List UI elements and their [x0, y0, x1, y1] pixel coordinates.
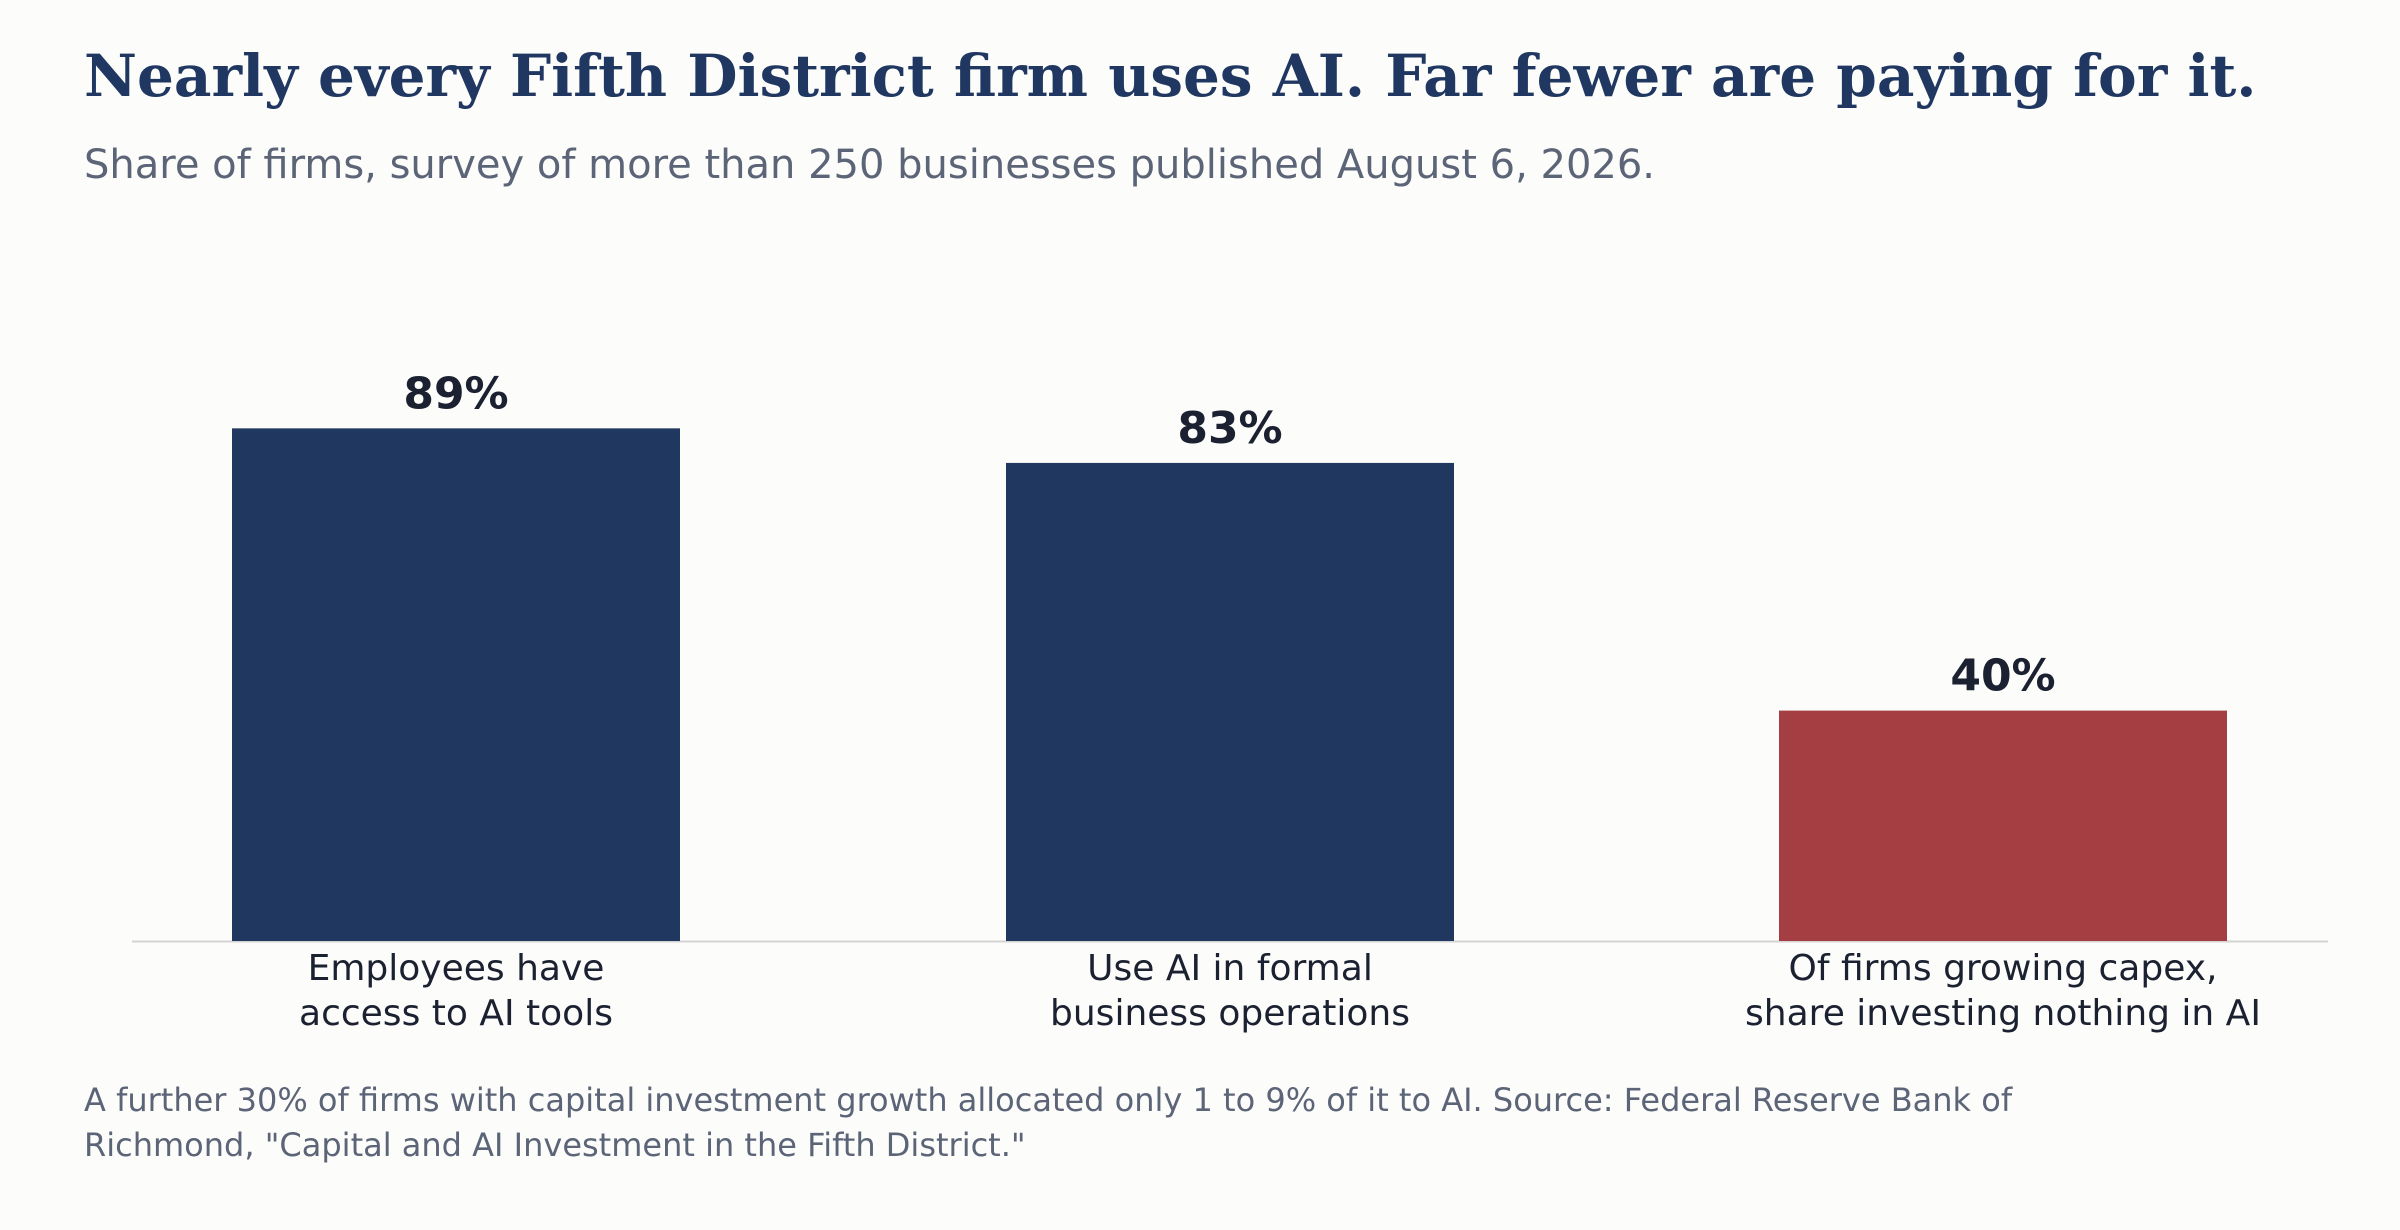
data-label-3: 40% [1950, 651, 2055, 702]
category-label-2: Use AI in formal business operations [1050, 948, 1410, 1034]
data-label-1: 89% [403, 368, 508, 419]
chart-title: Nearly every Fifth District firm uses AI… [84, 42, 2257, 110]
chart-subtitle: Share of firms, survey of more than 250 … [84, 142, 1656, 188]
bar-3 [1779, 710, 2227, 941]
bar-2 [1006, 462, 1454, 941]
data-label-2: 83% [1177, 403, 1282, 454]
chart-footnote: A further 30% of firms with capital inve… [84, 1081, 2013, 1164]
bar-1 [232, 428, 680, 941]
category-label-3: Of firms growing capex, share investing n… [1745, 948, 2261, 1034]
category-label-1: Employees have access to AI tools [299, 948, 613, 1034]
